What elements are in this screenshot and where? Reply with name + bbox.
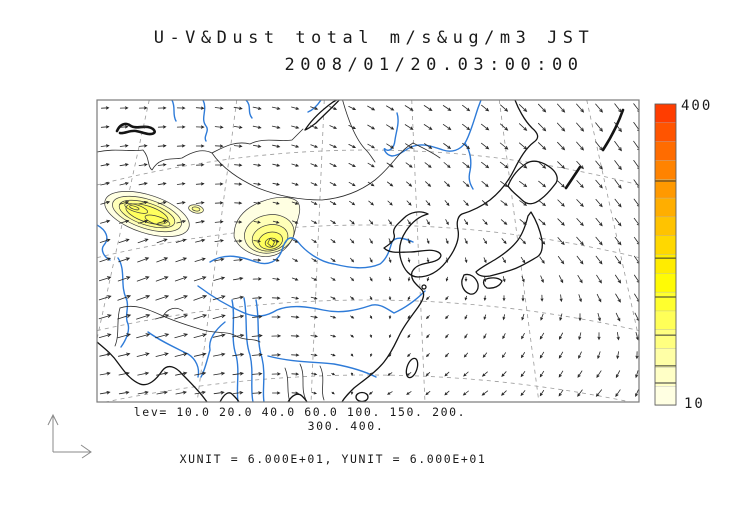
colorbar-block [654, 216, 677, 237]
coastline-layer [97, 100, 625, 402]
graticule-meridian [310, 100, 325, 402]
colorbar-block [654, 329, 677, 350]
river-nw-3 [245, 100, 253, 119]
colorbar-block [654, 103, 677, 124]
map-canvas [97, 100, 639, 402]
graticule-meridian [586, 100, 639, 341]
river-yangtze [197, 285, 426, 317]
colorbar-block [654, 310, 677, 331]
border-indochina-1 [299, 363, 307, 401]
colorbar-block [654, 197, 677, 218]
figure-title: U-V&Dust total m/s&ug/m3 JST [154, 28, 595, 48]
island-hokkaido [507, 160, 558, 205]
border-indochina-3 [319, 365, 325, 401]
graticule-meridian [196, 100, 238, 402]
colorbar-block [654, 367, 677, 387]
graticule-parallel [97, 149, 639, 186]
contour-ring [191, 206, 201, 212]
river-ganges [147, 331, 200, 378]
river-mekong [243, 297, 254, 402]
border-mongolia-north [211, 128, 304, 154]
island-hainan [355, 391, 369, 402]
lake-baikal [304, 100, 341, 131]
river-left-edge [97, 224, 111, 261]
colorbar-block [654, 141, 677, 162]
border-ne-china [412, 142, 441, 159]
river-mekong-2 [255, 299, 265, 402]
graticule-parallel [103, 374, 633, 402]
colorbar-block [654, 385, 677, 406]
river-baikal-west [307, 100, 322, 113]
axis-arrows-icon [47, 413, 92, 459]
map-frame [96, 99, 640, 403]
coast-mainland [341, 100, 539, 402]
contour-levels-text-line2: 300. 400. [308, 419, 385, 433]
border-mongolia-north2 [342, 100, 376, 163]
colorbar-block [654, 122, 677, 143]
river-brahmaputra [200, 321, 226, 378]
colorbar-min-label: 10 [684, 396, 705, 412]
river-nw-1 [171, 100, 177, 122]
island-shikoku [482, 277, 503, 289]
figure-datetime: 2008/01/20.03:00:00 [285, 55, 584, 75]
colorbar-block [654, 291, 677, 312]
dust-plume-gobi [233, 197, 301, 257]
border-nepal [162, 307, 184, 317]
coast-india [97, 341, 208, 402]
rivers-layer [97, 100, 482, 402]
colorbar-block [654, 160, 677, 180]
colorbar [654, 103, 677, 406]
coast-myanmar [219, 392, 240, 402]
graticule-meridian [411, 100, 426, 402]
dust-plume-small-blob [188, 204, 204, 214]
river-nw-2 [202, 100, 208, 142]
lake-balkhash [115, 122, 156, 136]
island-jeju [421, 284, 427, 290]
colorbar-block [654, 179, 677, 199]
river-yellow [209, 237, 414, 269]
colorbar-block [654, 235, 677, 256]
river-ussuri [464, 142, 474, 190]
colorbar-block [654, 254, 677, 275]
contour-ring [144, 214, 171, 227]
border-india-west [114, 307, 121, 347]
y-arrow-head [47, 413, 59, 426]
colorbar-block [654, 273, 677, 293]
colorbar-max-label: 400 [681, 98, 712, 114]
x-arrow-head [80, 444, 92, 459]
border-kazakh [97, 149, 213, 171]
contour-ring [124, 203, 149, 214]
wind-vector-arrows [98, 103, 639, 398]
colorbar-block [654, 348, 677, 369]
border-himalaya [119, 305, 261, 343]
island-taiwan [405, 357, 419, 379]
contour-levels-text-line1: lev= 10.0 20.0 40.0 60.0 100. 150. 200. [134, 405, 466, 419]
river-xi [267, 355, 377, 378]
border-mongolia-south [211, 142, 414, 201]
coast-gulf-thailand [287, 393, 308, 402]
colorbar-outline [654, 103, 677, 406]
contour-peak-marker [267, 237, 275, 248]
wind-vectors-layer [98, 103, 639, 398]
graticule-parallel [97, 299, 639, 331]
vector-units-text: XUNIT = 6.000E+01, YUNIT = 6.000E+01 [180, 452, 487, 466]
island-honshu [475, 211, 543, 278]
graticule-parallel [97, 224, 639, 259]
contour-ring [129, 205, 140, 211]
borders-layer [97, 100, 441, 402]
island-kuril [564, 165, 582, 190]
island-sakhalin [601, 108, 625, 152]
